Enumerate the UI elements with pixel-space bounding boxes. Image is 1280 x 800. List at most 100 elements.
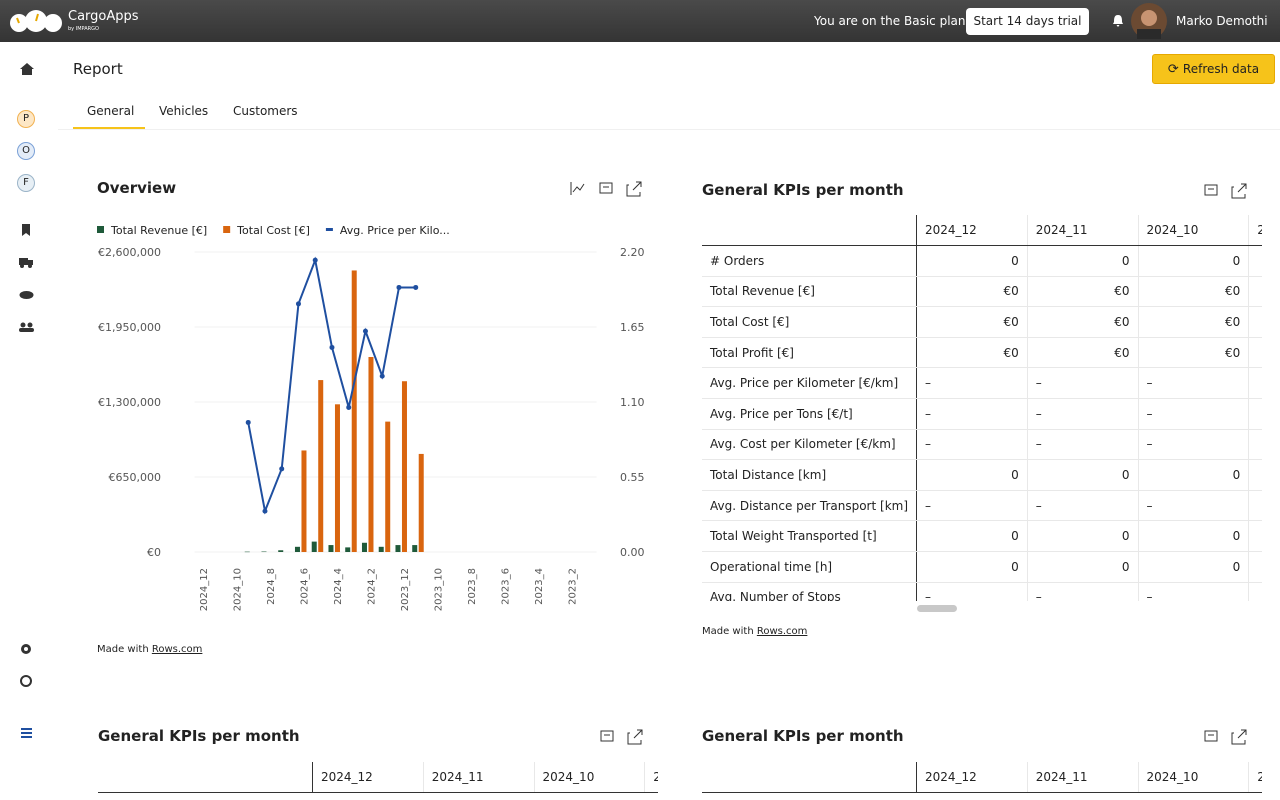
row: Avg. Number of Stops––– — [702, 582, 1262, 601]
row: Total Profit [€]€0€0€0 — [702, 337, 1262, 368]
x-tick-label: 2024_2 — [366, 568, 377, 605]
line-point — [296, 301, 301, 306]
footer-link[interactable]: Rows.com — [757, 626, 808, 637]
bookmark-icon[interactable] — [21, 224, 31, 236]
line-point — [246, 420, 251, 425]
bar — [368, 357, 373, 552]
row-label: Avg. Number of Stops — [702, 582, 916, 601]
chart: €0€650,000€1,300,000€1,950,000€2,600,000… — [80, 215, 660, 615]
scrollbar[interactable] — [917, 605, 957, 612]
cell: 0 — [916, 246, 1027, 277]
bar — [352, 270, 357, 552]
table-wrap: 2024_122024_112024_1020 — [98, 762, 658, 800]
cell — [1249, 368, 1262, 399]
line-point — [313, 258, 318, 263]
row: Total Weight Transported [t]000 — [702, 521, 1262, 552]
tab[interactable]: General — [87, 104, 134, 118]
handshake-icon[interactable] — [19, 290, 34, 300]
badge[interactable]: P — [17, 110, 35, 128]
line-point — [262, 509, 267, 514]
header-cell — [702, 762, 916, 793]
row-label: Total Revenue [€] — [702, 276, 916, 307]
table: 2024_122024_112024_1020 — [702, 762, 1262, 793]
column-header: 2024_11 — [1027, 762, 1138, 793]
x-tick-label: 2024_8 — [266, 568, 277, 605]
card-actions[interactable] — [1204, 729, 1249, 745]
cell: – — [916, 582, 1027, 601]
column-header: 2024_12 — [312, 762, 423, 793]
trial-button[interactable]: Start 14 days trial — [966, 8, 1089, 35]
card-actions[interactable] — [1204, 183, 1249, 199]
cell: – — [916, 490, 1027, 521]
row-label: Avg. Price per Kilometer [€/km] — [702, 368, 916, 399]
badge[interactable]: F — [17, 174, 35, 192]
cell: €0 — [916, 337, 1027, 368]
line — [248, 260, 416, 511]
row-label: Total Weight Transported [t] — [702, 521, 916, 552]
bar — [278, 550, 283, 552]
row-label: Total Cost [€] — [702, 307, 916, 338]
home-icon[interactable] — [19, 62, 35, 76]
footer-text: Made with — [97, 644, 149, 655]
column-header: 20 — [645, 762, 658, 793]
user-name[interactable]: Marko Demothi — [1176, 14, 1268, 28]
bar — [419, 454, 424, 552]
settings-icon[interactable] — [20, 643, 32, 655]
footer: Made with Rows.com — [97, 644, 202, 655]
badge[interactable]: O — [17, 142, 35, 160]
line-point — [346, 405, 351, 410]
bar — [318, 380, 323, 552]
cell: 0 — [916, 460, 1027, 491]
column-header: 2024_12 — [916, 762, 1027, 793]
legend-swatch — [97, 226, 104, 233]
bar — [379, 547, 384, 552]
avatar[interactable] — [1131, 3, 1167, 39]
tab[interactable]: Customers — [233, 104, 298, 118]
refresh-button[interactable]: ⟳ Refresh data — [1152, 54, 1275, 84]
support-icon[interactable] — [20, 675, 32, 687]
legend-label: Total Revenue [€] — [110, 224, 207, 237]
header-cell — [702, 215, 916, 246]
column-header: 2024_11 — [423, 762, 534, 793]
x-tick-label: 2024_10 — [232, 568, 243, 611]
line-point — [329, 345, 334, 350]
row-label: Avg. Distance per Transport [km] — [702, 490, 916, 521]
tab[interactable]: Vehicles — [159, 104, 208, 118]
line-point — [279, 466, 284, 471]
x-tick-label: 2024_6 — [299, 568, 310, 605]
cell: €0 — [1027, 276, 1138, 307]
cell: – — [1027, 398, 1138, 429]
menu-icon[interactable] — [21, 728, 32, 738]
cell: 0 — [1027, 460, 1138, 491]
footer-link[interactable]: Rows.com — [152, 644, 203, 655]
cell: – — [1138, 368, 1249, 399]
bell-icon[interactable] — [1112, 14, 1124, 28]
y-tick-label: €650,000 — [109, 471, 162, 484]
cell: – — [1027, 490, 1138, 521]
card-actions[interactable] — [570, 181, 645, 197]
bar — [412, 545, 417, 552]
y2-tick-label: 0.55 — [620, 471, 645, 484]
header-row: 2024_122024_112024_1020 — [702, 215, 1262, 246]
cell: €0 — [916, 307, 1027, 338]
cell: 0 — [1138, 246, 1249, 277]
y2-tick-label: 2.20 — [620, 246, 645, 259]
row-label: Operational time [h] — [702, 551, 916, 582]
header-row: 2024_122024_112024_1020 — [702, 762, 1262, 793]
cell: – — [1027, 429, 1138, 460]
cell: – — [916, 368, 1027, 399]
card-title: General KPIs per month — [702, 181, 904, 199]
row: Avg. Price per Kilometer [€/km]––– — [702, 368, 1262, 399]
card-actions[interactable] — [600, 729, 645, 745]
bar — [402, 381, 407, 552]
cell: – — [916, 398, 1027, 429]
legend-label: Total Cost [€] — [236, 224, 310, 237]
truck-icon[interactable] — [19, 257, 34, 268]
cell: – — [1138, 398, 1249, 429]
table: 2024_122024_112024_1020 — [98, 762, 658, 793]
table-wrap: 2024_122024_112024_1020 — [702, 762, 1262, 800]
y2-tick-label: 0.00 — [620, 546, 645, 559]
team-icon[interactable] — [19, 322, 34, 332]
column-header: 2024_12 — [916, 215, 1027, 246]
